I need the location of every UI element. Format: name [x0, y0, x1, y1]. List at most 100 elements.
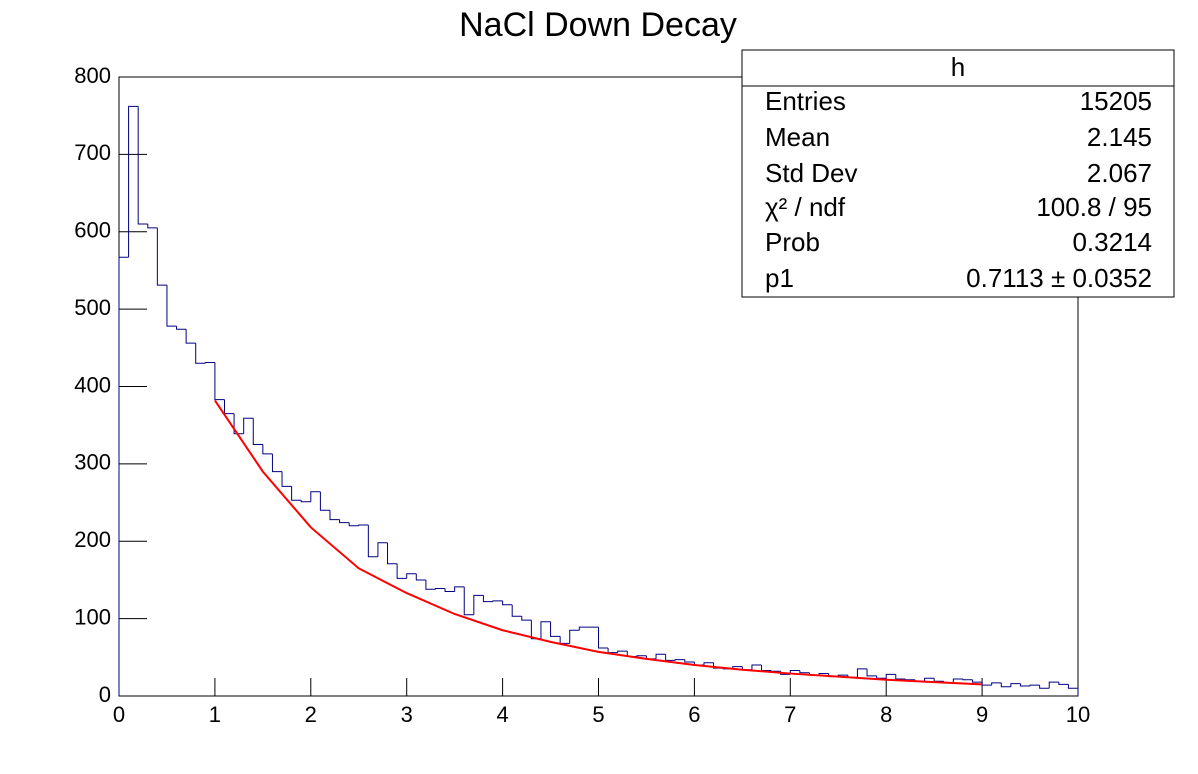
- histogram-bin: [665, 654, 676, 661]
- histogram-bin: [262, 444, 273, 455]
- y-tick-label: 800: [74, 63, 111, 88]
- histogram-bin: [271, 453, 283, 473]
- histogram-bin: [482, 595, 494, 603]
- y-tick-label: 400: [74, 372, 111, 397]
- histogram-bin: [204, 362, 215, 364]
- histogram-bin: [761, 665, 772, 671]
- histogram-bin: [502, 600, 513, 606]
- histogram-bin: [972, 679, 983, 683]
- y-tick-label: 700: [74, 140, 111, 165]
- histogram-bin: [521, 616, 532, 621]
- histogram-bin: [185, 329, 196, 344]
- histogram-bin: [799, 670, 810, 674]
- histogram-bin: [425, 579, 436, 590]
- histogram-bin: [396, 563, 407, 579]
- histogram-bin: [550, 621, 561, 637]
- stats-label: Prob: [765, 227, 820, 257]
- stats-value: 0.7113 ± 0.0352: [966, 263, 1152, 293]
- histogram-bin: [1039, 685, 1050, 689]
- histogram-bin: [319, 491, 330, 511]
- histogram-bin: [1010, 683, 1021, 687]
- histogram-bin: [1029, 684, 1040, 686]
- histogram-bin: [598, 627, 609, 649]
- histogram-bin: [674, 659, 685, 661]
- y-tick-label: 600: [74, 218, 111, 243]
- histogram-bin: [310, 491, 321, 502]
- histogram-bin: [233, 413, 244, 435]
- histogram-bin: [367, 525, 378, 558]
- histogram-bin: [444, 588, 455, 593]
- stats-label: p1: [765, 263, 794, 293]
- histogram-bin: [214, 362, 225, 401]
- histogram-bin: [655, 653, 666, 659]
- histogram-bin: [933, 678, 944, 682]
- y-tick-label: 200: [74, 527, 111, 552]
- histogram-bin: [358, 524, 369, 526]
- stats-value: 100.8 / 95: [1036, 192, 1152, 222]
- histogram-bin: [530, 620, 541, 640]
- histogram-bin: [415, 573, 426, 581]
- x-tick-label: 3: [401, 702, 413, 727]
- histogram-bin: [991, 682, 1002, 686]
- histogram-bin: [348, 522, 359, 527]
- histogram-bin: [895, 674, 906, 680]
- histogram-bin: [195, 343, 206, 364]
- histogram-bin: [223, 399, 235, 415]
- stats-label: χ² / ndf: [765, 192, 846, 222]
- histogram-bin: [156, 227, 167, 286]
- x-tick-label: 7: [784, 702, 796, 727]
- histogram-bin: [559, 636, 570, 644]
- histogram-bin: [1067, 684, 1079, 696]
- histogram-bin: [1058, 682, 1069, 685]
- histogram-bin: [684, 659, 695, 663]
- histogram-bin: [252, 418, 263, 446]
- x-tick-label: 5: [592, 702, 604, 727]
- histogram-bin: [962, 678, 973, 681]
- stats-title: h: [951, 52, 965, 82]
- y-tick-label: 100: [74, 604, 111, 629]
- stats-value: 2.067: [1087, 158, 1152, 188]
- histogram-bin: [578, 626, 589, 631]
- x-tick-label: 9: [976, 702, 988, 727]
- histogram-bin: [329, 510, 340, 521]
- histogram-bin: [377, 542, 388, 557]
- histogram-bin: [904, 678, 915, 681]
- histogram-bin: [569, 629, 580, 644]
- histogram-bin: [166, 285, 177, 327]
- stats-value: 15205: [1080, 86, 1152, 116]
- x-tick-label: 0: [113, 702, 125, 727]
- stats-value: 0.3214: [1072, 227, 1152, 257]
- histogram-bin: [118, 256, 129, 696]
- x-tick-label: 10: [1066, 702, 1090, 727]
- x-tick-label: 2: [305, 702, 317, 727]
- x-tick-label: 4: [496, 702, 508, 727]
- chart-title: NaCl Down Decay: [459, 6, 737, 44]
- histogram-bin: [339, 519, 350, 524]
- histogram-bin: [981, 682, 992, 686]
- histogram-bin: [540, 621, 551, 639]
- histogram-bin: [454, 586, 465, 592]
- y-tick-label: 500: [74, 295, 111, 320]
- histogram-bin: [770, 670, 781, 672]
- histogram-bin: [885, 673, 896, 679]
- stats-box: [741, 49, 1175, 298]
- histogram-bin: [463, 586, 474, 616]
- histogram-bin: [876, 675, 887, 679]
- stats-label: Std Dev: [765, 158, 858, 188]
- fit-curve: [214, 399, 983, 686]
- histogram-bin: [281, 471, 292, 487]
- y-tick-label: 300: [74, 450, 111, 475]
- histogram-bin: [434, 587, 446, 590]
- histogram-bin: [866, 668, 877, 677]
- histogram-bin: [703, 662, 714, 666]
- x-tick-label: 8: [880, 702, 892, 727]
- histogram-bin: [291, 486, 302, 501]
- histogram-bin: [492, 600, 503, 602]
- histogram-bin: [406, 573, 417, 579]
- histogram-bin: [473, 594, 484, 615]
- histogram-bin: [1000, 682, 1011, 688]
- histogram-bin: [137, 106, 148, 225]
- histogram-bin: [952, 678, 963, 683]
- stats-value: 2.145: [1087, 122, 1152, 152]
